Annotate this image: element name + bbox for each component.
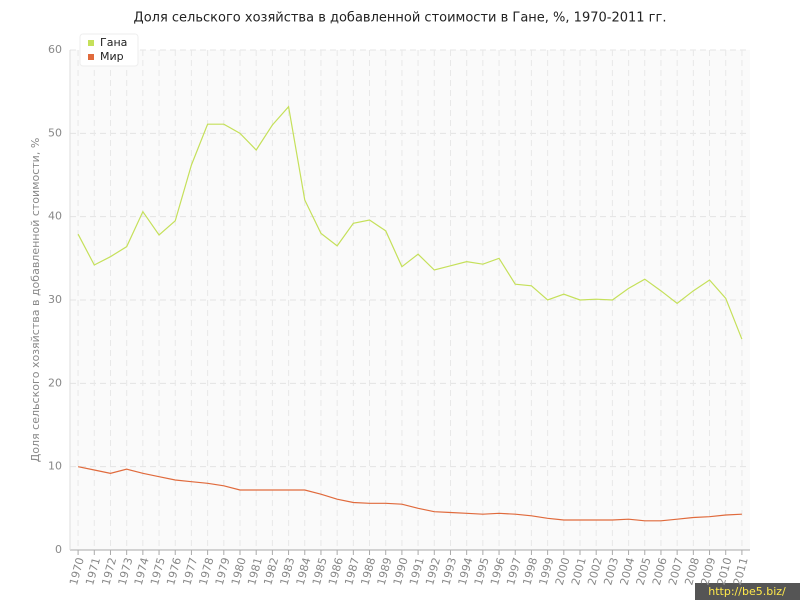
y-tick-label: 60 (48, 43, 62, 56)
y-tick-label: 40 (48, 210, 62, 223)
legend-box (79, 33, 139, 67)
legend-swatch (88, 54, 94, 60)
y-tick-label: 10 (48, 460, 62, 473)
watermark-box (695, 583, 800, 600)
y-tick-label: 0 (55, 543, 62, 556)
legend-label: Гана (100, 36, 127, 49)
legend-label: Мир (100, 50, 124, 63)
y-tick-label: 30 (48, 293, 62, 306)
series-line (77, 466, 742, 522)
y-axis-label: Доля сельского хозяйства в добавленной с… (29, 138, 42, 463)
y-tick-label: 20 (48, 376, 62, 389)
legend-swatch (88, 40, 94, 46)
series-line (77, 105, 743, 340)
watermark: http://be5.biz/ (708, 585, 786, 598)
y-tick-label: 50 (48, 126, 62, 139)
chart-title: Доля сельского хозяйства в добавленной с… (134, 11, 667, 26)
